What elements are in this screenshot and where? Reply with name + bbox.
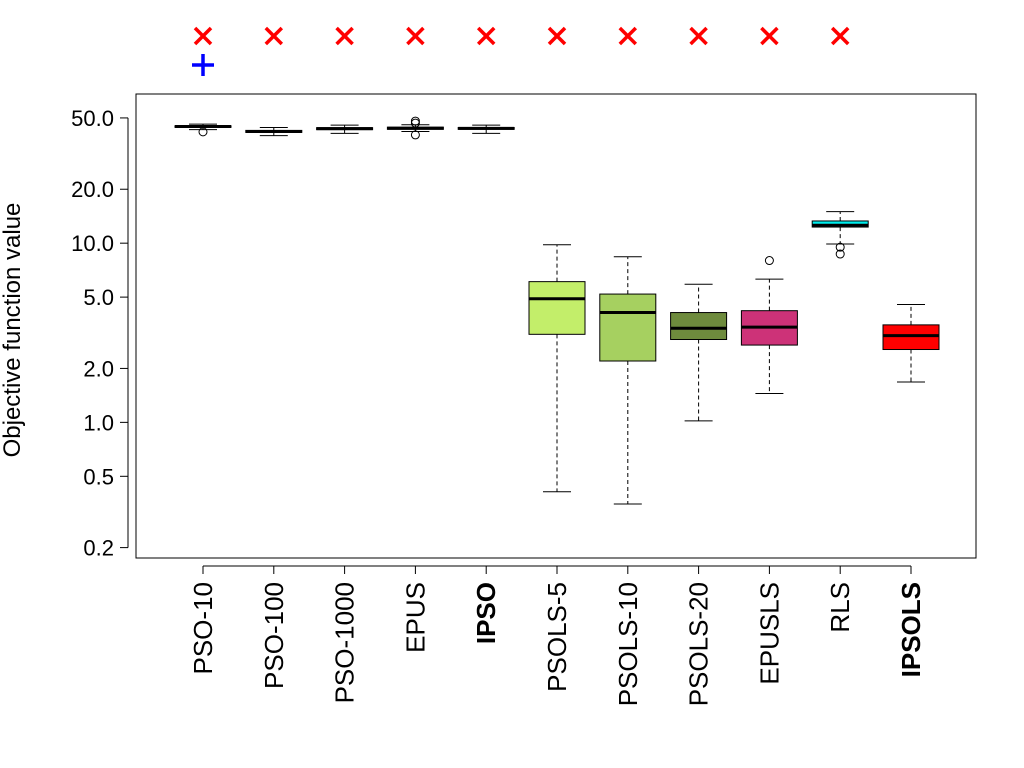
box-body xyxy=(882,324,940,351)
y-tick-label: 50.0 xyxy=(71,106,114,131)
box-epus xyxy=(386,116,444,140)
y-tick-label: 20.0 xyxy=(71,177,114,202)
x-tick-label: PSO-100 xyxy=(259,582,289,689)
box-psols-5 xyxy=(528,244,586,493)
x-tick-label: PSO-10 xyxy=(188,582,218,675)
box-psols-20 xyxy=(670,283,728,422)
box-ipsols xyxy=(882,303,940,383)
y-tick-label: 10.0 xyxy=(71,231,114,256)
outlier-point xyxy=(764,256,774,266)
y-tick-label: 0.5 xyxy=(83,464,114,489)
x-tick-label: PSO-1000 xyxy=(330,582,360,703)
box-body xyxy=(528,281,586,335)
box-ipso xyxy=(457,124,515,134)
x-marker xyxy=(547,26,567,46)
x-tick-label: IPSO xyxy=(471,582,501,644)
box-pso-10 xyxy=(174,123,232,137)
box-rls xyxy=(811,211,869,259)
box-pso-100 xyxy=(245,127,303,137)
x-marker xyxy=(193,26,213,46)
outlier-point xyxy=(835,242,845,252)
x-marker xyxy=(830,26,850,46)
x-marker xyxy=(618,26,638,46)
y-axis: 0.2 0.5 1.0 2.0 5.0 10.0 20.0 50.0 xyxy=(71,106,129,561)
significance-markers xyxy=(192,26,850,76)
box-pso-1000 xyxy=(316,124,374,134)
outlier-point xyxy=(835,249,845,259)
x-marker xyxy=(264,26,284,46)
x-marker xyxy=(406,26,425,46)
x-axis: PSO-10 PSO-100 PSO-1000 EPUS IPSO PSOLS-5 PSOL… xyxy=(188,565,926,706)
outlier-point xyxy=(410,116,420,126)
box-body xyxy=(670,312,728,341)
y-tick-label: 2.0 xyxy=(83,356,114,381)
x-tick-label: EPUSLS xyxy=(754,582,784,685)
y-tick-label: 1.0 xyxy=(83,410,114,435)
x-tick-label: RLS xyxy=(825,582,855,633)
outlier-point xyxy=(410,118,420,128)
x-tick-label: EPUS xyxy=(400,582,430,653)
x-marker xyxy=(476,26,496,46)
box-psols-10 xyxy=(599,256,657,505)
x-marker xyxy=(689,26,708,46)
box-body xyxy=(599,293,657,362)
x-marker xyxy=(760,26,779,46)
y-tick-label: 5.0 xyxy=(83,285,114,310)
boxes xyxy=(174,116,940,505)
box-epusls xyxy=(740,256,798,394)
x-tick-label: PSOLS-5 xyxy=(542,582,572,692)
y-tick-label: 0.2 xyxy=(83,536,114,561)
outlier-point xyxy=(198,127,208,137)
x-tick-label: PSOLS-10 xyxy=(613,582,643,706)
y-axis-label: Objective function value xyxy=(0,203,26,458)
x-marker xyxy=(335,26,354,46)
x-tick-label: IPSOLS xyxy=(896,582,926,677)
plot-frame xyxy=(135,93,977,559)
plus-marker xyxy=(192,54,214,76)
outlier-point xyxy=(410,130,420,140)
x-tick-label: PSOLS-20 xyxy=(684,582,714,706)
